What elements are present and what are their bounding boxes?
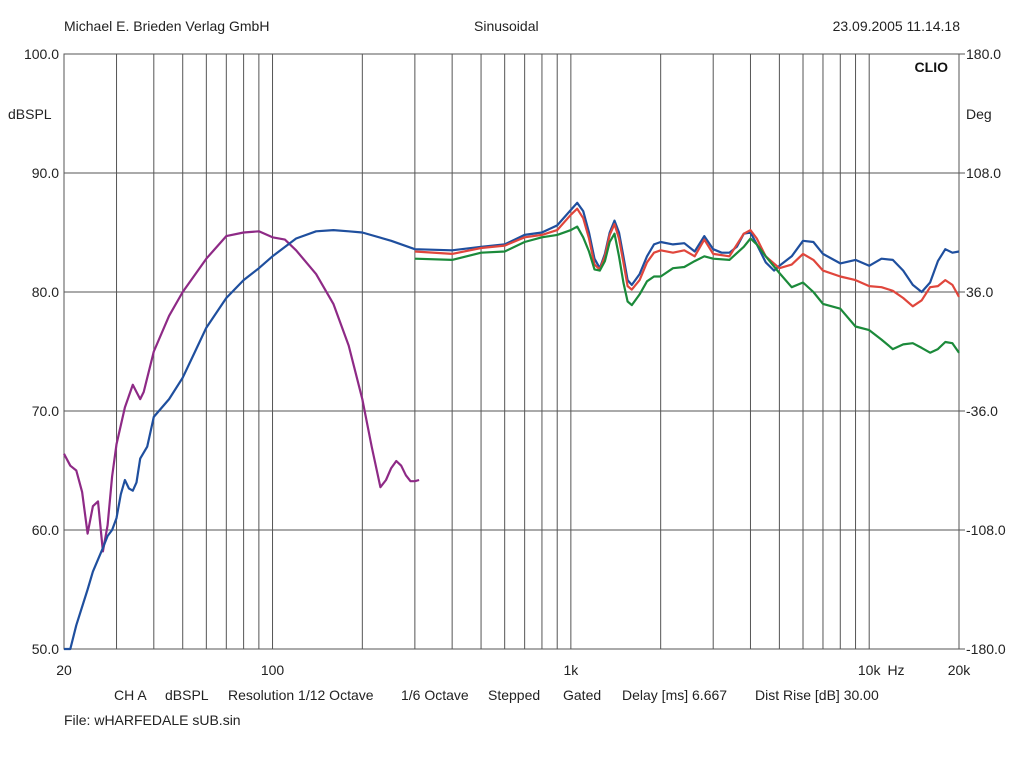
series-line-3	[414, 207, 960, 308]
footer-file: File: wHARFEDALE sUB.sin	[64, 712, 241, 728]
y2-tick-label: -36.0	[966, 403, 998, 419]
footer-delay: Delay [ms] 6.667	[622, 687, 728, 703]
y-axis-label: dBSPL	[8, 106, 52, 122]
y2-tick-label: 108.0	[966, 165, 1001, 181]
y-tick-label: 50.0	[32, 641, 59, 657]
footer-smoothing: 1/6 Octave	[401, 687, 469, 703]
series-line-1	[63, 230, 420, 553]
footer-resolution: Resolution 1/12 Octave	[228, 687, 374, 703]
y2-axis-label: Deg	[966, 106, 992, 122]
y-tick-label: 80.0	[32, 284, 59, 300]
footer-channel: CH A	[114, 687, 147, 703]
footer-gated: Gated	[563, 687, 602, 703]
y2-tick-label: 36.0	[966, 284, 993, 300]
plot-frame	[63, 53, 960, 650]
y-tick-label: 90.0	[32, 165, 59, 181]
footer-unit: dBSPL	[165, 687, 209, 703]
x-tick-label: 10k	[858, 662, 882, 678]
footer-stepped: Stepped	[488, 687, 541, 703]
axis-ticks: 50.0 60.0 70.0 80.0 90.0 100.0 -180.0 -108.0 -36…	[24, 46, 1006, 678]
grid-lines	[64, 54, 959, 649]
x-tick-label: 20	[56, 662, 72, 678]
y2-tick-label: -180.0	[966, 641, 1006, 657]
measurement-mode-label: Sinusoidal	[474, 18, 539, 34]
series-line-4	[414, 225, 960, 354]
series-lines	[63, 201, 960, 651]
publisher-label: Michael E. Brieden Verlag GmbH	[64, 18, 270, 34]
y2-tick-label: -108.0	[966, 522, 1006, 538]
x-tick-label: 100	[261, 662, 285, 678]
timestamp-label: 23.09.2005 11.14.18	[832, 18, 960, 34]
footer-dist-rise: Dist Rise [dB] 30.00	[755, 687, 879, 703]
clio-brand-label: CLIO	[915, 59, 949, 75]
x-unit-label: Hz	[887, 662, 904, 678]
x-tick-label: 1k	[563, 662, 579, 678]
y-tick-label: 60.0	[32, 522, 59, 538]
y-tick-label: 100.0	[24, 46, 59, 62]
y2-tick-label: 180.0	[966, 46, 1001, 62]
series-line-2	[64, 201, 960, 651]
x-tick-label: 20k	[948, 662, 972, 678]
y-tick-label: 70.0	[32, 403, 59, 419]
